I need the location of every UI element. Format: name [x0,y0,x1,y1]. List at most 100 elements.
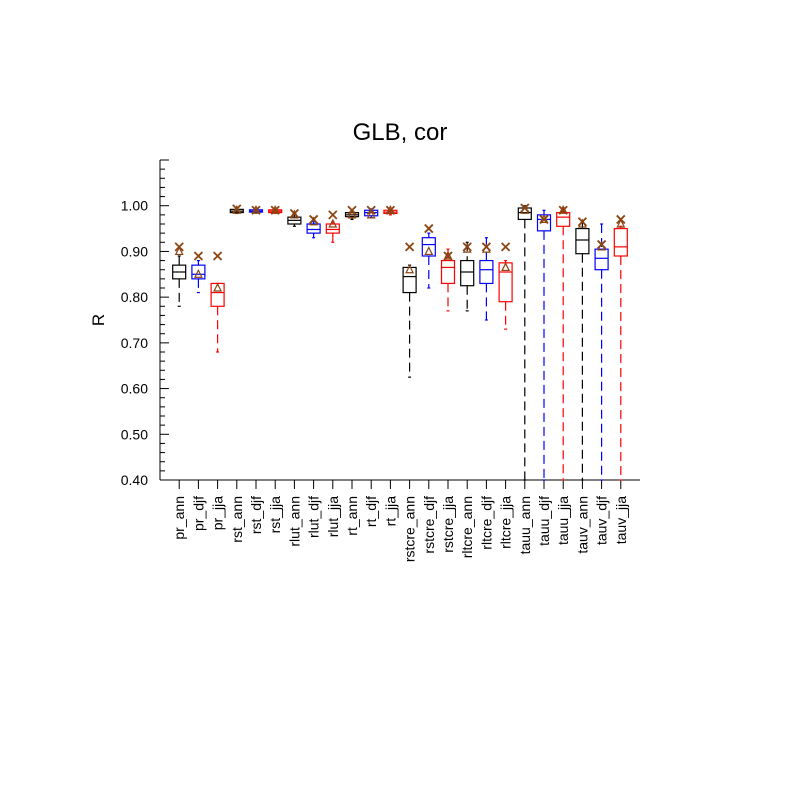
box-pr_jja [210,251,225,353]
box-body [498,262,513,303]
box-tauu_jja [556,204,571,481]
triangle-marker [366,209,376,219]
x-marker [558,205,568,215]
category-labels: pr_ann pr_djf pr_jja rst_ann rst_djf rst_jja r… [171,496,629,562]
category-label: rst_ann [229,496,245,543]
axes: 0.40 0.50 0.60 0.70 0.80 0.90 1.00 [121,159,640,489]
box-rt_djf [364,205,379,219]
triangle-marker [174,246,184,256]
x-marker [481,242,492,252]
box-tauv_ann [575,217,590,481]
y-tick-label: 0.40 [121,472,148,488]
x-marker [424,223,434,234]
category-label: tauu_jja [555,496,571,545]
triangle-marker [405,264,415,274]
x-marker [347,205,357,215]
category-label: rlut_ann [286,496,302,547]
y-tick-label: 1.00 [121,198,148,214]
category-label: tauv_djf [594,496,610,545]
x-marker [328,210,338,220]
category-label: rstcre_ann [402,496,418,562]
category-label: tauu_djf [536,496,552,546]
triangle-marker [616,218,626,228]
box-rlut_ann [287,208,302,227]
y-tick-label: 0.50 [121,426,148,442]
category-label: rt_ann [344,496,360,536]
category-label: pr_ann [171,496,187,540]
category-label: rst_djf [248,496,264,534]
box-body [613,227,628,257]
category-label: tauu_ann [517,496,533,554]
box-rstcre_djf [421,223,436,289]
box-body [402,266,417,294]
box-rstcre_ann [402,242,417,378]
box-rltcre_ann [460,241,475,312]
box-rt_jja [383,204,398,216]
triangle-marker [347,209,357,219]
category-label: pr_djf [190,496,206,531]
triangle-marker [328,218,338,228]
box-pr_djf [191,251,206,294]
x-marker [232,204,242,214]
x-marker [539,214,549,225]
box-rstcre_jja [440,248,456,312]
box-tauu_djf [536,209,552,481]
x-marker [385,205,396,215]
y-axis-label: R [89,314,108,326]
box-body [210,282,225,307]
category-label: pr_jja [210,496,226,530]
x-marker [193,251,204,261]
box-body [440,259,456,285]
x-marker [443,251,453,261]
x-marker [596,239,607,250]
x-marker [212,251,223,261]
triangle-marker [193,268,203,278]
category-label: rltcre_ann [459,496,475,558]
category-label: rltcre_jja [498,496,514,549]
x-marker [462,242,472,252]
category-label: rt_jja [382,496,398,527]
x-marker [520,203,530,213]
x-marker [500,242,511,252]
box-body [306,223,321,234]
box-rltcre_jja [498,242,513,330]
category-label: rt_djf [363,496,379,527]
box-body [191,264,206,280]
x-marker [616,214,626,225]
box-rt_ann [344,205,360,221]
box-body [556,211,571,227]
box-rst_djf [248,204,264,215]
y-tick-label: 0.90 [121,243,148,259]
x-marker [270,205,280,215]
x-marker [366,205,376,215]
x-marker [404,242,415,252]
box-tauv_jja [613,214,628,481]
y-tick-label: 0.70 [121,335,148,351]
box-body [594,248,609,271]
category-label: rlut_jja [325,496,341,537]
boxes [172,203,628,481]
category-label: rlut_djf [306,496,322,538]
category-label: rltcre_djf [478,496,494,550]
box-body [421,237,436,257]
category-label: tauv_ann [574,496,590,554]
triangle-marker [501,262,511,272]
box-rst_jja [268,204,283,215]
category-label: tauv_jja [613,496,629,544]
chart-title: GLB, cor [353,119,448,146]
x-marker [289,208,300,219]
box-rlut_jja [325,210,340,243]
x-marker [174,242,184,252]
triangle-marker [213,282,223,292]
box-pr_ann [172,242,187,307]
box-body [325,223,340,234]
box-rst_ann [229,204,244,215]
y-tick-label: 0.60 [121,381,148,397]
box-tauu_ann [517,203,532,481]
category-label: rst_jja [267,496,283,534]
box-body [575,227,590,255]
box-body [479,259,494,285]
category-label: rstcre_jja [440,496,456,553]
box-rlut_djf [306,214,321,239]
